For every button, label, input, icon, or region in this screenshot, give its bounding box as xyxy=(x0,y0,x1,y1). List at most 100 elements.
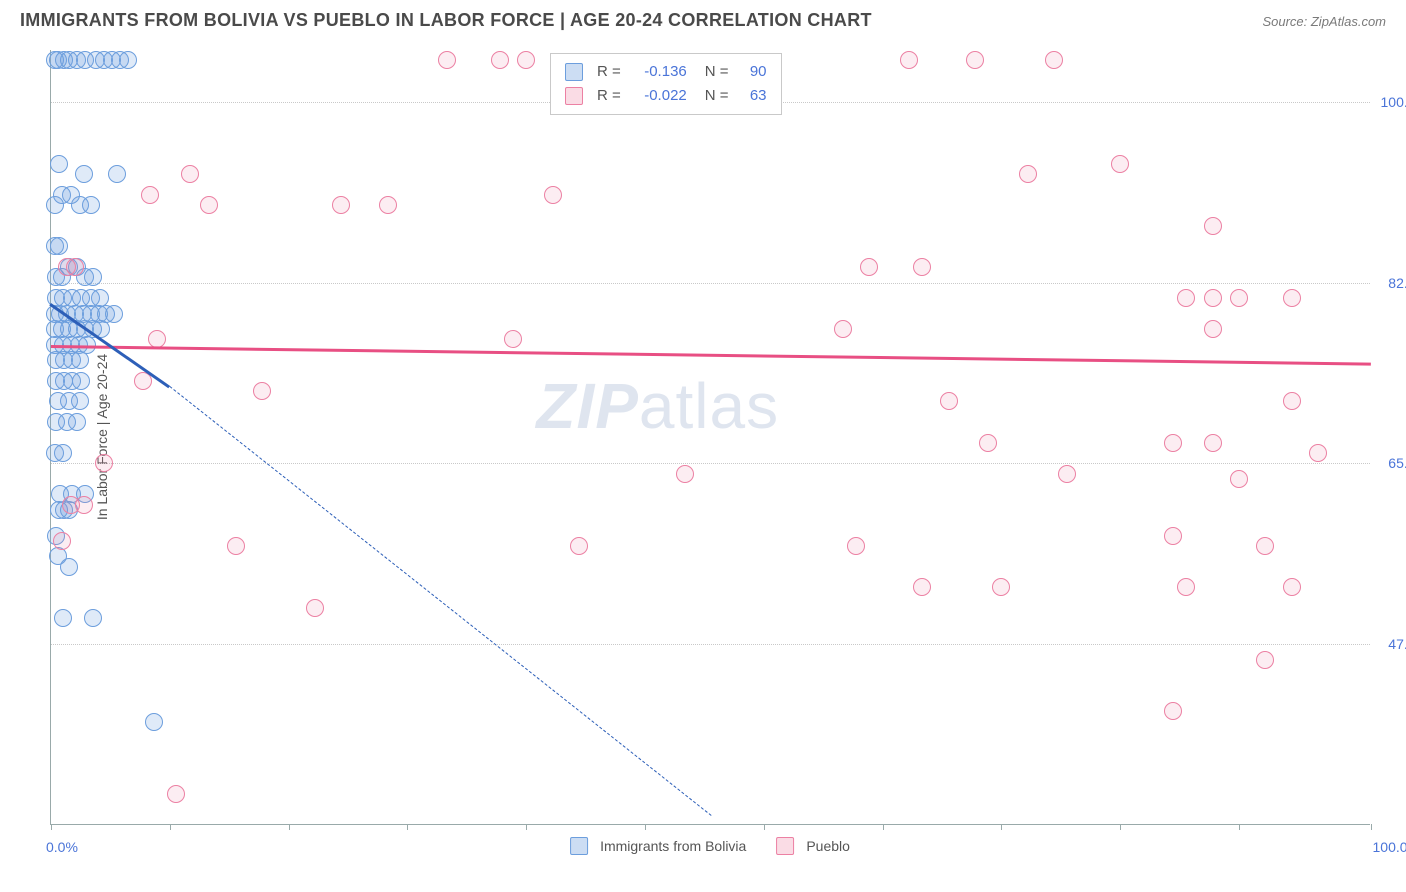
data-point-pueblo xyxy=(1230,289,1248,307)
data-point-pueblo xyxy=(1230,470,1248,488)
plot-region: ZIPatlas In Labor Force | Age 20-24 47.5… xyxy=(50,50,1370,825)
data-point-pueblo xyxy=(1058,465,1076,483)
data-point-bolivia xyxy=(82,196,100,214)
correlation-legend: R =-0.136N =90R =-0.022N =63 xyxy=(550,53,782,115)
data-point-pueblo xyxy=(227,537,245,555)
data-point-pueblo xyxy=(834,320,852,338)
n-value: 90 xyxy=(739,60,767,84)
r-value: -0.136 xyxy=(631,60,687,84)
source-attribution: Source: ZipAtlas.com xyxy=(1262,14,1386,29)
gridline xyxy=(51,283,1370,284)
x-tick xyxy=(170,824,171,830)
data-point-bolivia xyxy=(71,351,89,369)
data-point-pueblo xyxy=(1045,51,1063,69)
data-point-pueblo xyxy=(1283,289,1301,307)
data-point-pueblo xyxy=(1177,289,1195,307)
data-point-bolivia xyxy=(84,609,102,627)
data-point-bolivia xyxy=(72,372,90,390)
x-axis-label-max: 100.0% xyxy=(1373,839,1406,855)
data-point-pueblo xyxy=(913,578,931,596)
swatch-blue-icon xyxy=(570,837,588,855)
y-tick-label: 82.5% xyxy=(1376,275,1406,291)
data-point-pueblo xyxy=(860,258,878,276)
data-point-bolivia xyxy=(50,155,68,173)
x-tick xyxy=(883,824,884,830)
x-tick xyxy=(407,824,408,830)
x-tick xyxy=(526,824,527,830)
legend-stat-row-pueblo: R =-0.022N =63 xyxy=(565,84,767,108)
data-point-bolivia xyxy=(84,268,102,286)
data-point-pueblo xyxy=(1204,217,1222,235)
data-point-pueblo xyxy=(1283,392,1301,410)
gridline xyxy=(51,644,1370,645)
y-tick-label: 100.0% xyxy=(1376,94,1406,110)
data-point-pueblo xyxy=(1204,434,1222,452)
legend-item-bolivia: Immigrants from Bolivia xyxy=(570,837,746,855)
data-point-pueblo xyxy=(1164,527,1182,545)
data-point-pueblo xyxy=(1256,537,1274,555)
x-axis-label-min: 0.0% xyxy=(46,839,78,855)
data-point-pueblo xyxy=(544,186,562,204)
watermark: ZIPatlas xyxy=(536,369,779,443)
data-point-bolivia xyxy=(68,413,86,431)
data-point-pueblo xyxy=(940,392,958,410)
data-point-pueblo xyxy=(491,51,509,69)
data-point-bolivia xyxy=(105,305,123,323)
data-point-bolivia xyxy=(54,609,72,627)
swatch-pink-icon xyxy=(776,837,794,855)
data-point-bolivia xyxy=(54,444,72,462)
series-legend: Immigrants from Bolivia Pueblo xyxy=(570,837,850,855)
data-point-pueblo xyxy=(1177,578,1195,596)
data-point-pueblo xyxy=(992,578,1010,596)
data-point-pueblo xyxy=(1019,165,1037,183)
y-tick-label: 65.0% xyxy=(1376,455,1406,471)
data-point-pueblo xyxy=(66,258,84,276)
data-point-pueblo xyxy=(517,51,535,69)
legend-label-pueblo: Pueblo xyxy=(806,838,850,854)
data-point-pueblo xyxy=(167,785,185,803)
n-prefix: N = xyxy=(705,60,729,84)
data-point-bolivia xyxy=(75,165,93,183)
watermark-atlas: atlas xyxy=(639,370,779,442)
data-point-pueblo xyxy=(847,537,865,555)
data-point-pueblo xyxy=(95,454,113,472)
data-point-pueblo xyxy=(253,382,271,400)
data-point-bolivia xyxy=(108,165,126,183)
x-tick xyxy=(1120,824,1121,830)
data-point-pueblo xyxy=(1164,434,1182,452)
watermark-zip: ZIP xyxy=(536,370,639,442)
y-axis-title: In Labor Force | Age 20-24 xyxy=(94,354,110,520)
trend-line xyxy=(169,386,711,816)
data-point-bolivia xyxy=(145,713,163,731)
x-tick xyxy=(1371,824,1372,830)
data-point-pueblo xyxy=(75,496,93,514)
data-point-pueblo xyxy=(1164,702,1182,720)
x-tick xyxy=(645,824,646,830)
swatch-pink-icon xyxy=(565,87,583,105)
legend-stat-row-bolivia: R =-0.136N =90 xyxy=(565,60,767,84)
n-prefix: N = xyxy=(705,84,729,108)
chart-area: ZIPatlas In Labor Force | Age 20-24 47.5… xyxy=(50,50,1370,825)
data-point-pueblo xyxy=(1204,320,1222,338)
data-point-pueblo xyxy=(900,51,918,69)
legend-item-pueblo: Pueblo xyxy=(776,837,850,855)
swatch-blue-icon xyxy=(565,63,583,81)
x-tick xyxy=(1001,824,1002,830)
n-value: 63 xyxy=(739,84,767,108)
data-point-bolivia xyxy=(50,237,68,255)
data-point-pueblo xyxy=(1204,289,1222,307)
x-tick xyxy=(51,824,52,830)
data-point-pueblo xyxy=(979,434,997,452)
data-point-pueblo xyxy=(1256,651,1274,669)
data-point-pueblo xyxy=(570,537,588,555)
chart-title: IMMIGRANTS FROM BOLIVIA VS PUEBLO IN LAB… xyxy=(20,10,872,31)
data-point-pueblo xyxy=(141,186,159,204)
r-value: -0.022 xyxy=(631,84,687,108)
data-point-pueblo xyxy=(181,165,199,183)
x-tick xyxy=(764,824,765,830)
data-point-pueblo xyxy=(53,532,71,550)
data-point-bolivia xyxy=(119,51,137,69)
y-tick-label: 47.5% xyxy=(1376,636,1406,652)
data-point-pueblo xyxy=(332,196,350,214)
data-point-bolivia xyxy=(71,392,89,410)
